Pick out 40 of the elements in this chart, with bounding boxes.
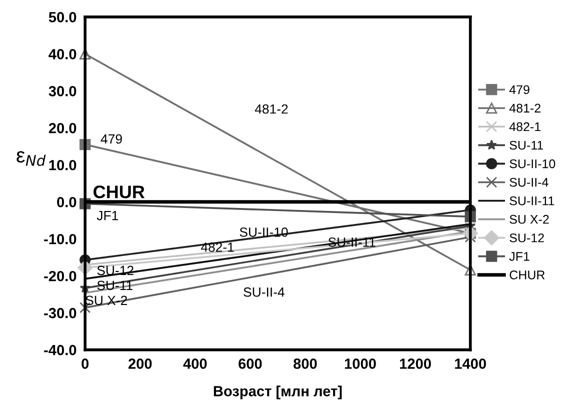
x-axis-title: Возраст [млн лет] — [214, 386, 342, 400]
legend-label: SU-II-11 — [510, 196, 554, 206]
y-tick-label: 40.0 — [48, 49, 76, 60]
annotation: SU-11 — [97, 280, 132, 290]
legend-label: SU-II-4 — [510, 178, 548, 187]
x-tick-label: 1200 — [400, 358, 431, 369]
y-tick-label: -40.0 — [44, 344, 76, 356]
legend-label: 482-1 — [509, 122, 540, 132]
y-tick-label: 0.0 — [57, 196, 76, 208]
annotation: 482-1 — [200, 242, 234, 252]
legend-label: SU X-2 — [510, 214, 549, 224]
x-tick-label: 1400 — [455, 358, 486, 369]
annotation: SU-12 — [97, 266, 134, 276]
y-tick-label: -20.0 — [44, 270, 76, 282]
text: CHUR — [510, 270, 545, 280]
legend-label: 479 — [509, 85, 530, 94]
annotation: 481-2 — [254, 104, 288, 114]
x-tick-label: 800 — [294, 358, 317, 369]
y-tick-label: -30.0 — [44, 308, 76, 318]
y-tick-label: -10.0 — [44, 234, 76, 244]
y-tick-label: 10.0 — [49, 160, 76, 170]
y-axis-title: ε$_{Nd}$ — [16, 151, 46, 166]
y-tick-label: 30.0 — [48, 86, 76, 96]
legend-label: 481-2 — [509, 104, 540, 113]
annotation: JF1 — [96, 210, 118, 220]
annotation: SU-II-10 — [240, 228, 288, 237]
y-tick-label: 50.0 — [48, 12, 76, 22]
x-tick-label: 600 — [238, 358, 262, 369]
annotation: SU-II-4 — [244, 287, 284, 297]
legend-label: JF1 — [509, 252, 530, 261]
annotation: 479 — [100, 134, 122, 144]
ref-line-label: CHUR — [94, 186, 145, 198]
x-tick-label: 0 — [82, 358, 89, 369]
x-tick-label: 400 — [183, 358, 207, 369]
x-tick-label: 1000 — [344, 358, 376, 369]
x-tick-label: 200 — [128, 358, 152, 369]
legend-label: SU-11 — [510, 140, 543, 150]
y-tick-label: 20.0 — [48, 122, 76, 134]
legend-label: SU-12 — [510, 233, 544, 242]
legend-label: SU-II-10 — [510, 159, 556, 168]
